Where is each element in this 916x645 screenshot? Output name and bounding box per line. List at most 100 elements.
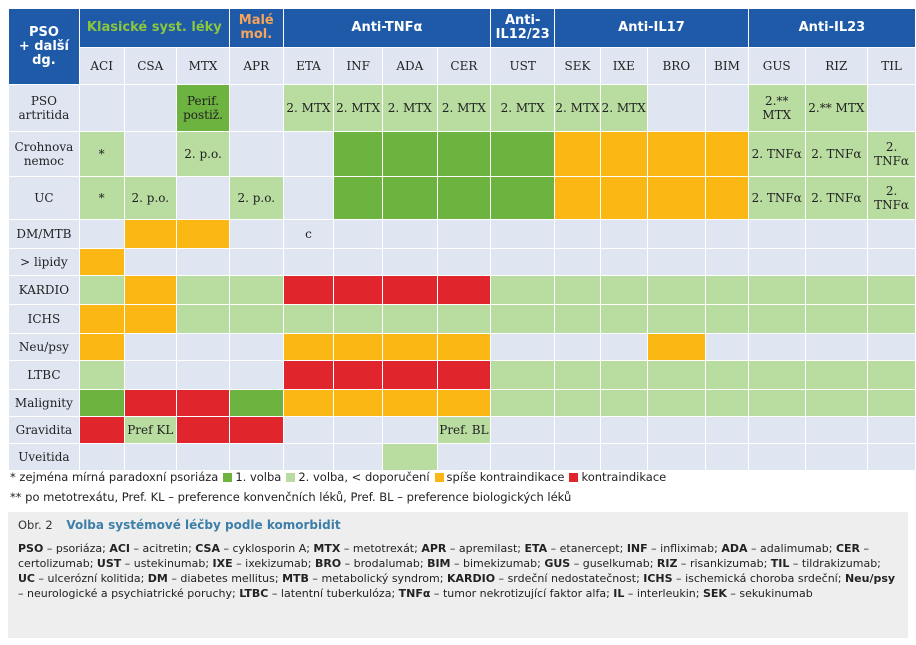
abbreviation-separator: – (43, 542, 56, 555)
table-cell (177, 249, 229, 275)
cell-note: 2. TNFα (874, 140, 910, 168)
table-cell (600, 390, 647, 416)
table-cell (177, 276, 229, 304)
abbreviation-item: ACI – acitretin (109, 542, 188, 555)
abbreviation-term: DM (147, 572, 168, 585)
table-cell (124, 276, 177, 304)
row-label: Gravidita (9, 417, 79, 443)
table-cell (283, 276, 334, 304)
abbreviation-list: PSO – psoriáza; ACI – acitretin; CSA – c… (18, 542, 896, 600)
abbreviation-term: MTX (313, 542, 341, 555)
abbreviation-definition: etanercept (559, 542, 620, 555)
group-header: Anti-IL23 (748, 9, 915, 47)
abbreviation-definition: acitretin (142, 542, 189, 555)
abbreviation-separator: – (647, 542, 661, 555)
abbreviation-item: APR – apremilast (421, 542, 517, 555)
table-cell: 2. TNFα (748, 132, 805, 176)
table-cell (383, 276, 437, 304)
abbreviation-separator: – (570, 557, 583, 570)
legend-footnote-star: * zejména mírná paradoxní psoriáza (10, 470, 219, 484)
table-cell (79, 305, 124, 333)
row-label: KARDIO (9, 276, 79, 304)
drug-header: ACI (79, 48, 124, 84)
table-cell (805, 249, 868, 275)
abbreviation-item: TIL – tildrakizumab (771, 557, 877, 570)
table-cell (555, 249, 600, 275)
table-cell (555, 361, 600, 389)
table-cell (748, 444, 805, 470)
cell-note: 2. MTX (555, 101, 600, 115)
table-cell (283, 390, 334, 416)
abbreviation-definition: certolizumab (18, 557, 90, 570)
table-cell (383, 417, 437, 443)
table-cell (334, 132, 382, 176)
abbreviation-term: BRO (314, 557, 342, 570)
table-row: Gravidita Pref KL Pref. BL (9, 417, 915, 443)
table-cell (491, 249, 555, 275)
table-cell (177, 220, 229, 248)
group-header: Malé mol. (229, 9, 283, 47)
table-cell: 2.** MTX (805, 85, 868, 131)
table-cell (229, 417, 283, 443)
figure-caption: Obr. 2 Volba systémové léčby podle komor… (8, 512, 908, 638)
table-cell (555, 177, 600, 219)
table-cell (748, 220, 805, 248)
abbreviation-separator: – (624, 587, 637, 600)
table-cell (647, 276, 706, 304)
figure-title: Volba systémové léčby podle komorbidit (66, 518, 341, 532)
table-cell (706, 132, 748, 176)
abbreviation-term: ADA (721, 542, 748, 555)
table-cell: 2. MTX (555, 85, 600, 131)
table-cell (491, 177, 555, 219)
table-cell (383, 177, 437, 219)
table-cell (79, 334, 124, 360)
table-cell (868, 444, 915, 470)
table-cell (124, 220, 177, 248)
drug-header: RIZ (805, 48, 868, 84)
legend-line-1: * zejména mírná paradoxní psoriáza 1. vol… (10, 470, 666, 484)
corner-line: + další (18, 38, 69, 54)
abbreviation-separator: – (677, 557, 690, 570)
drug-header: IXE (600, 48, 647, 84)
cell-note: 2. MTX (500, 101, 545, 115)
table-cell (124, 132, 177, 176)
abbreviation-separator: – (860, 542, 870, 555)
table-cell (600, 220, 647, 248)
abbreviation-term: KARDIO (446, 572, 496, 585)
abbreviation-definition: metabolický syndrom (321, 572, 440, 585)
table-cell: 2. p.o. (124, 177, 177, 219)
table-cell (124, 305, 177, 333)
abbreviation-item: IL – interleukin (613, 587, 695, 600)
table-cell (177, 444, 229, 470)
table-cell (600, 132, 647, 176)
group-header: Anti-IL17 (555, 9, 748, 47)
abbreviation-definition: srdeční nedostatečnost (507, 572, 637, 585)
legend-line-2: ** po metotrexátu, Pref. KL – preference… (10, 490, 572, 504)
legend-label-second-choice: 2. volba, < doporučení (298, 470, 430, 484)
abbreviation-definition: brodalumab (353, 557, 420, 570)
table-cell (437, 220, 491, 248)
table-cell (334, 305, 382, 333)
table-cell (229, 390, 283, 416)
abbreviation-term: BIM (427, 557, 451, 570)
table-cell (177, 390, 229, 416)
table-cell (748, 334, 805, 360)
table-row: ICHS (9, 305, 915, 333)
table-row: > lipidy (9, 249, 915, 275)
table-cell (283, 305, 334, 333)
table-cell: 2. TNFα (868, 132, 915, 176)
table-cell (491, 444, 555, 470)
table-cell (748, 305, 805, 333)
abbreviation-definition: bimekizumab (463, 557, 538, 570)
table-cell: Pref KL (124, 417, 177, 443)
drug-header: BIM (706, 48, 748, 84)
table-cell (229, 220, 283, 248)
table-cell (383, 305, 437, 333)
row-label: Malignity (9, 390, 79, 416)
abbreviation-definition: ulcerózní kolitida (47, 572, 141, 585)
table-cell (491, 334, 555, 360)
table-cell (383, 132, 437, 176)
group-header: Klasické syst. léky (79, 9, 229, 47)
row-label: UC (9, 177, 79, 219)
abbreviation-item: INF – infliximab (627, 542, 714, 555)
